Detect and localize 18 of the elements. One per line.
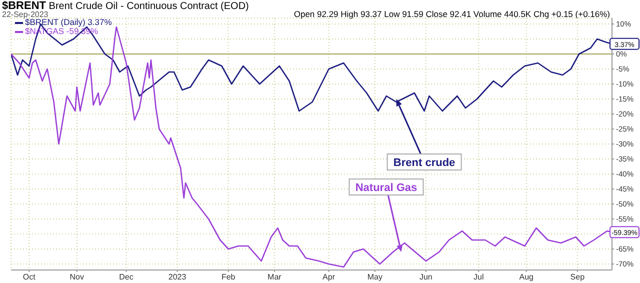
x-tick-label: May (367, 272, 382, 282)
chart-subtitle: 22-Sep-2023 (2, 10, 48, 19)
x-tick-label: Mar (268, 272, 282, 282)
x-tick-label: Apr (322, 272, 336, 282)
x-tick-label: Sep (570, 272, 586, 282)
x-tick-label: 2023 (168, 272, 187, 282)
annotation: Open 92.29 High 93.37 Low 91.59 Close 92.41 Volume 440.5K Chg +0.15 (+0.16%) (294, 9, 610, 19)
chart-title: $BRENT Brent Crude Oil - Continuous Contract (EOD) (2, 0, 249, 12)
x-tick-label: Feb (221, 272, 236, 282)
x-tick-label: Nov (70, 272, 84, 282)
annotation: Natural Gas (355, 182, 418, 194)
x-tick-label: Aug (519, 272, 534, 282)
legend-label: $BRENT (Daily) 3.37% (25, 17, 112, 27)
x-tick-label: Oct (22, 272, 36, 282)
x-tick-label: Jul (474, 272, 484, 282)
x-tick-label: Jun (419, 272, 432, 282)
annotation: Brent crude (393, 157, 456, 169)
x-tick-label: Dec (119, 272, 134, 282)
